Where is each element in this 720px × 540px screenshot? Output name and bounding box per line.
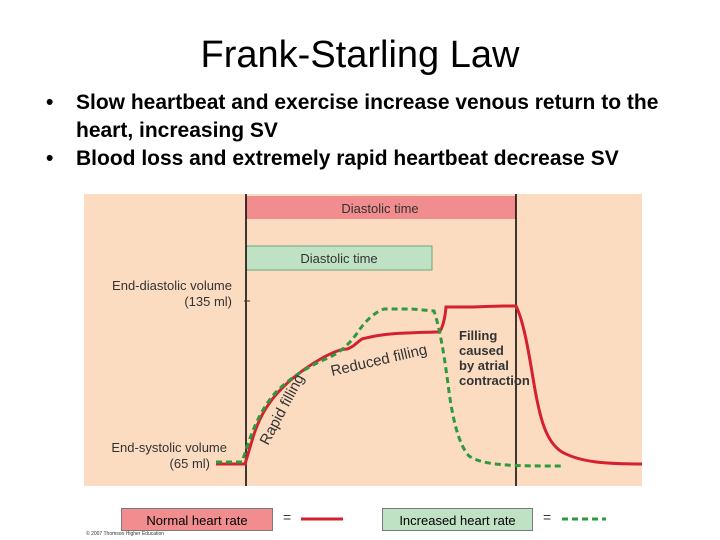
esv-value: (65 ml) [170,456,210,471]
reduced-filling-label: Reduced filling [329,341,429,380]
bullet-item: Blood loss and extremely rapid heartbeat… [46,145,686,173]
normal-diastolic-label: Diastolic time [341,201,418,216]
copyright-credit: © 2007 Thomson Higher Education [86,531,165,537]
legend-normal-swatch [301,517,343,521]
legend-equals: = [543,509,552,525]
increased-diastolic-label: Diastolic time [300,251,377,266]
increased-diastolic-bar [245,245,433,271]
esv-label: End-systolic volume [111,440,227,455]
legend-normal-heart-rate: Normal heart rate [121,508,273,531]
atrial-filling-line: by atrial [459,358,509,373]
bullet-item: Slow heartbeat and exercise increase ven… [46,89,686,145]
normal-heart-rate-curve [216,304,642,466]
legend-increased-swatch [562,517,606,521]
atrial-filling-line: Filling [459,328,497,343]
diagram-canvas: Diastolic time Diastolic time End-diasto… [111,194,642,486]
legend-increased-heart-rate: Increased heart rate [382,508,533,531]
edv-value: (135 ml) [184,294,232,309]
increased-heart-rate-curve [216,307,563,468]
slide-title: Frank-Starling Law [200,34,520,76]
bullet-list: Slow heartbeat and exercise increase ven… [46,89,686,173]
normal-diastolic-bar [246,196,516,219]
atrial-filling-label: Filling caused by atrial contraction [459,328,530,388]
ventricular-volume-diagram: Diastolic time Diastolic time End-diasto… [84,194,642,486]
atrial-filling-line: contraction [459,373,530,388]
atrial-filling-line: caused [459,343,504,358]
edv-label: End-diastolic volume [112,278,232,293]
legend-equals: = [283,509,292,525]
